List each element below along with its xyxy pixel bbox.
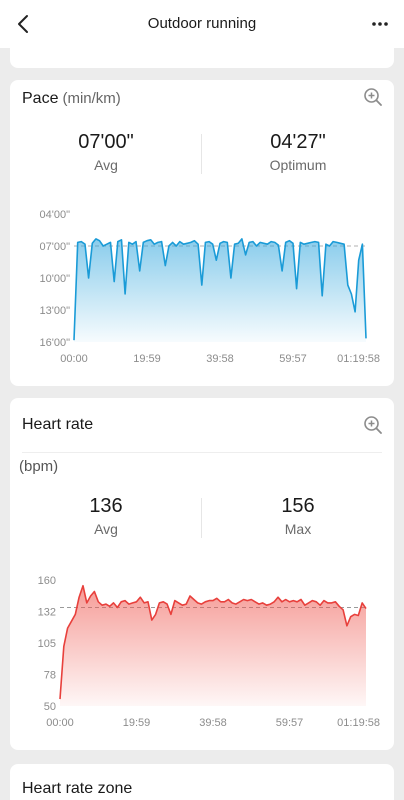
pace-best-label: Optimum xyxy=(269,157,327,173)
hr-divider xyxy=(22,452,382,453)
stat-divider xyxy=(201,498,202,538)
hr-y-tick: 105 xyxy=(38,638,56,650)
hr-max-label: Max xyxy=(284,521,312,537)
zoom-in-icon xyxy=(364,416,382,434)
pace-card: Pace (min/km) 07'00" Avg 04'27" Optimum 0… xyxy=(10,80,394,386)
pace-y-tick: 10'00" xyxy=(40,273,71,285)
hr-x-tick: 39:58 xyxy=(199,717,227,729)
pace-chart: 04'00" 07'00" 10'00" 13'00" 16'00" 00:00 19:5… xyxy=(40,209,380,365)
hr-zone-card: Heart rate zone xyxy=(10,764,394,800)
chevron-left-icon xyxy=(18,15,28,33)
stat-divider xyxy=(201,134,202,174)
pace-y-tick: 07'00" xyxy=(40,241,71,253)
pace-x-tick: 19:59 xyxy=(133,353,161,365)
hr-y-tick: 50 xyxy=(44,701,56,713)
hr-x-tick: 01:19:58 xyxy=(337,717,380,729)
hr-max-value: 156 xyxy=(281,495,315,517)
pace-avg-value: 07'00" xyxy=(78,131,134,153)
pace-best-stat: 04'27" Optimum xyxy=(202,130,394,190)
hr-stats: 136 Avg 156 Max xyxy=(10,494,394,554)
pace-y-tick: 16'00" xyxy=(40,337,71,349)
zoom-in-icon xyxy=(364,88,382,106)
hr-zone-title: Heart rate zone xyxy=(22,780,133,797)
pace-x-tick: 01:19:58 xyxy=(337,353,380,365)
pace-y-tick: 13'00" xyxy=(40,305,71,317)
hr-max-stat: 156 Max xyxy=(202,494,394,554)
hr-x-tick: 00:00 xyxy=(46,717,74,729)
back-button[interactable] xyxy=(10,10,38,38)
pace-avg-stat: 07'00" Avg xyxy=(10,130,202,190)
pace-line xyxy=(73,238,367,341)
pace-avg-label: Avg xyxy=(94,157,118,173)
hr-avg-label: Avg xyxy=(94,521,118,537)
pace-x-tick: 39:58 xyxy=(206,353,234,365)
hr-zoom-button[interactable] xyxy=(362,414,384,436)
pace-area xyxy=(74,238,366,342)
hr-avg-stat: 136 Avg xyxy=(10,494,202,554)
more-horizontal-icon xyxy=(372,22,388,26)
pace-y-tick: 04'00" xyxy=(40,209,71,221)
pace-stats: 07'00" Avg 04'27" Optimum xyxy=(10,130,394,190)
hr-line xyxy=(59,584,367,700)
hr-y-tick: 160 xyxy=(38,575,56,587)
previous-card xyxy=(10,40,394,68)
pace-unit: (min/km) xyxy=(62,90,121,107)
pace-zoom-button[interactable] xyxy=(362,86,384,108)
hr-title: Heart rate xyxy=(22,416,94,433)
hr-y-tick: 132 xyxy=(38,607,56,619)
more-button[interactable] xyxy=(366,10,394,38)
hr-chart: 160 132 105 78 50 00:00 19:59 39:58 59:57 01:19:… xyxy=(38,575,380,729)
heart-rate-card: Heart rate (bpm) 136 Avg 156 Max 160 132 1… xyxy=(10,398,394,750)
pace-x-tick: 59:57 xyxy=(279,353,307,365)
pace-title: Pace xyxy=(22,90,59,107)
hr-area xyxy=(60,585,366,706)
hr-unit: (bpm) xyxy=(19,458,59,475)
pace-heading: Pace (min/km) xyxy=(22,90,121,108)
hr-x-tick: 59:57 xyxy=(276,717,304,729)
hr-y-tick: 78 xyxy=(44,670,56,682)
pace-best-value: 04'27" xyxy=(270,131,326,153)
hr-avg-value: 136 xyxy=(89,495,123,517)
pace-x-tick: 00:00 xyxy=(60,353,88,365)
hr-x-tick: 19:59 xyxy=(123,717,151,729)
